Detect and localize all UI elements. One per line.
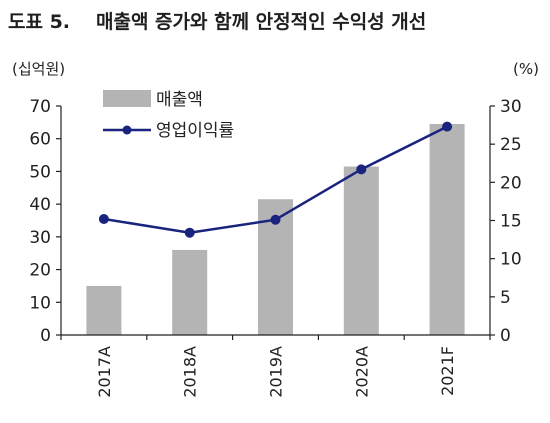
left-tick-label: 10 bbox=[29, 293, 51, 313]
line-point-2021F bbox=[442, 121, 453, 132]
bar-series bbox=[86, 123, 465, 335]
x-tick-label: 2020A bbox=[352, 346, 371, 398]
left-tick-label: 30 bbox=[29, 228, 51, 248]
legend-line-label: 영업이익률 bbox=[156, 121, 234, 141]
legend: 매출액 영업이익률 bbox=[103, 90, 234, 141]
legend-bar-swatch bbox=[103, 90, 151, 107]
right-tick-label: 5 bbox=[500, 288, 511, 308]
line-point-2019A bbox=[270, 214, 281, 225]
right-axis-unit: (%) bbox=[513, 60, 539, 78]
left-tick-label: 70 bbox=[29, 97, 51, 117]
chart-title: 매출액 증가와 함께 안정적인 수익성 개선 bbox=[96, 11, 426, 33]
bar-2021F bbox=[429, 123, 465, 335]
left-axis-ticks: 0 10 20 30 40 50 60 70 bbox=[29, 97, 61, 346]
left-tick-label: 40 bbox=[29, 195, 51, 215]
line-point-2017A bbox=[98, 213, 109, 224]
line-series bbox=[98, 121, 453, 238]
right-tick-label: 10 bbox=[500, 250, 522, 270]
x-tick-label: 2018A bbox=[181, 346, 200, 398]
right-tick-label: 15 bbox=[500, 212, 522, 232]
left-tick-label: 50 bbox=[29, 162, 51, 182]
left-tick-label: 60 bbox=[29, 130, 51, 150]
bar-2017A bbox=[86, 285, 122, 335]
right-tick-label: 20 bbox=[500, 173, 522, 193]
left-axis-unit: (십억원) bbox=[12, 60, 65, 78]
bar-2020A bbox=[343, 166, 379, 335]
left-tick-label: 20 bbox=[29, 261, 51, 281]
bar-2018A bbox=[172, 249, 208, 335]
right-axis-ticks: 0 5 10 15 20 25 30 bbox=[490, 97, 522, 346]
x-tick-label: 2019A bbox=[267, 346, 286, 398]
right-tick-label: 0 bbox=[500, 326, 511, 346]
right-tick-label: 30 bbox=[500, 97, 522, 117]
line-point-2020A bbox=[356, 164, 367, 175]
left-tick-label: 0 bbox=[40, 326, 51, 346]
legend-bar-label: 매출액 bbox=[156, 90, 203, 110]
x-axis-ticks: 2017A 2018A 2019A 2020A 2021F bbox=[60, 335, 491, 398]
legend-line-marker bbox=[122, 125, 132, 135]
x-tick-label: 2017A bbox=[95, 346, 114, 398]
figure-label: 도표 5. bbox=[8, 11, 70, 33]
x-tick-label: 2021F bbox=[438, 346, 457, 396]
line-point-2018A bbox=[184, 227, 195, 238]
right-tick-label: 25 bbox=[500, 135, 522, 155]
